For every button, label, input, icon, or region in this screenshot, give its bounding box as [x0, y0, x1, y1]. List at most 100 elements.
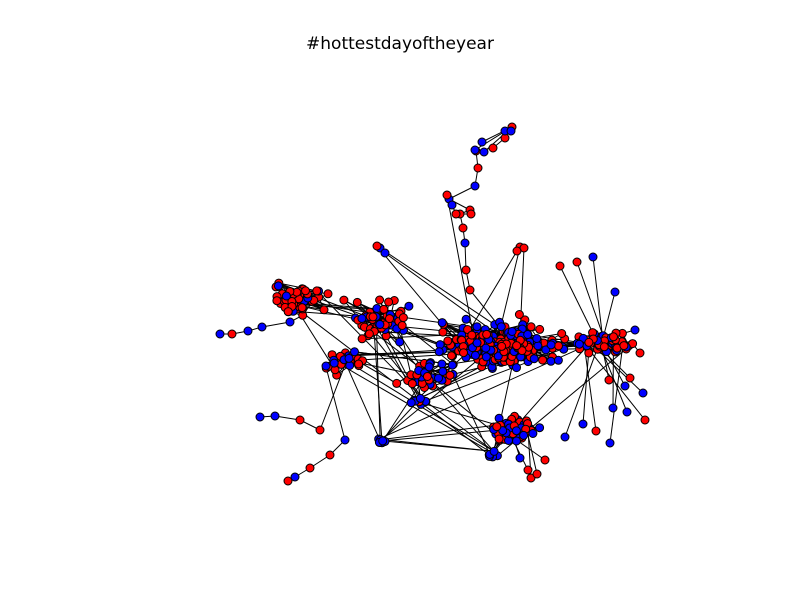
- graph-edge: [425, 401, 495, 452]
- graph-edge: [592, 256, 604, 340]
- graph-node-red: [640, 415, 650, 425]
- graph-node-blue: [546, 340, 556, 350]
- graph-node-red: [397, 321, 407, 330]
- graph-node-blue: [532, 334, 542, 343]
- graph-node-blue: [434, 347, 444, 357]
- graph-node-blue: [321, 361, 331, 371]
- graph-node-blue: [404, 301, 414, 311]
- graph-node-red: [458, 223, 468, 233]
- graph-node-blue: [461, 314, 471, 324]
- graph-node-blue: [472, 322, 482, 332]
- graph-node-red: [384, 297, 394, 307]
- graph-node-blue: [434, 373, 443, 383]
- graph-node-red: [315, 425, 325, 435]
- graph-node-blue: [281, 291, 291, 301]
- graph-node-blue: [438, 367, 448, 376]
- graph-node-blue: [523, 330, 533, 339]
- graph-edge: [583, 343, 597, 432]
- graph-node-blue: [447, 200, 457, 210]
- graph-node-blue: [257, 322, 267, 332]
- graph-node-red: [319, 305, 329, 315]
- graph-node-red: [514, 310, 524, 319]
- graph-node-blue: [553, 355, 563, 365]
- graph-node-blue: [481, 343, 491, 353]
- graph-node-blue: [574, 339, 584, 349]
- graph-node-blue: [350, 347, 359, 357]
- graph-node-red: [535, 324, 545, 334]
- graph-node-blue: [375, 320, 385, 329]
- graph-node-red: [473, 163, 483, 173]
- graph-edge: [378, 438, 495, 452]
- graph-edge: [261, 321, 291, 328]
- graph-node-blue: [470, 350, 480, 360]
- graph-node-red: [557, 329, 567, 338]
- graph-node-blue: [605, 438, 615, 448]
- graph-node-blue: [477, 137, 487, 147]
- graph-edge: [448, 185, 476, 200]
- graph-node-red: [466, 209, 476, 219]
- graph-node-blue: [481, 352, 491, 362]
- graph-node-red: [492, 422, 502, 432]
- graph-node-red: [372, 241, 382, 251]
- graph-node-red: [461, 265, 471, 275]
- graph-node-red: [283, 307, 293, 317]
- graph-node-blue: [512, 363, 521, 373]
- graph-node-blue: [415, 393, 425, 403]
- graph-node-red: [392, 378, 402, 388]
- graph-edge: [601, 349, 628, 413]
- graph-node-blue: [496, 322, 506, 332]
- graph-node-blue: [290, 472, 300, 482]
- graph-node-red: [488, 143, 498, 153]
- graph-node-red: [227, 329, 237, 339]
- graph-edge: [379, 247, 511, 336]
- graph-node-red: [482, 329, 492, 339]
- graph-node-blue: [255, 412, 265, 422]
- graph-node-blue: [489, 446, 499, 456]
- graph-node-red: [325, 450, 335, 460]
- graph-node-red: [352, 297, 362, 307]
- graph-node-blue: [329, 358, 339, 368]
- graph-edge: [325, 367, 346, 441]
- graph-node-red: [532, 469, 542, 479]
- graph-node-red: [526, 322, 536, 332]
- graph-node-red: [635, 348, 645, 358]
- graph-node-blue: [511, 426, 521, 436]
- graph-node-red: [385, 314, 394, 324]
- graph-node-blue: [472, 338, 482, 348]
- graph-node-blue: [535, 423, 545, 433]
- graph-node-blue: [357, 314, 367, 323]
- graph-node-blue: [340, 435, 350, 445]
- graph-edge: [285, 299, 490, 456]
- graph-edge: [576, 261, 606, 342]
- graph-node-red: [305, 463, 315, 473]
- graph-node-blue: [588, 252, 598, 262]
- graph-node-red: [517, 346, 527, 356]
- graph-node-red: [459, 348, 468, 358]
- graph-node-red: [339, 295, 349, 305]
- graph-node-blue: [528, 429, 538, 438]
- graph-node-red: [599, 342, 609, 352]
- graph-node-blue: [285, 317, 295, 327]
- graph-node-red: [312, 286, 322, 296]
- graph-node-red: [494, 434, 504, 444]
- graph-node-blue: [638, 388, 648, 398]
- graph-node-blue: [608, 403, 618, 413]
- graph-node-blue: [470, 145, 480, 155]
- graph-node-red: [591, 426, 601, 436]
- graph-node-blue: [519, 430, 529, 440]
- graph-node-red: [297, 303, 307, 313]
- graph-node-blue: [470, 181, 480, 191]
- graph-node-blue: [437, 359, 447, 369]
- graph-node-red: [619, 341, 629, 351]
- graph-node-blue: [270, 411, 280, 421]
- graph-node-blue: [447, 360, 457, 370]
- graph-node-red: [407, 379, 417, 389]
- graph-node-red: [301, 286, 310, 296]
- graph-node-blue: [529, 354, 539, 364]
- graph-node-blue: [215, 329, 225, 339]
- graph-node-red: [323, 289, 333, 299]
- graph-node-red: [368, 312, 378, 322]
- graph-node-blue: [460, 238, 470, 248]
